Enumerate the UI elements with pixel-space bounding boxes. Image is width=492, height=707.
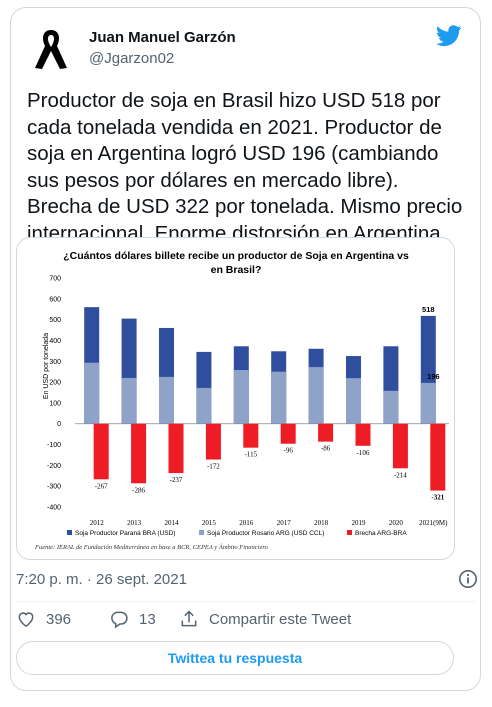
- y-tick-label: 600: [49, 296, 61, 303]
- twitter-bird-icon[interactable]: [436, 25, 462, 47]
- bar-arg: [196, 387, 212, 424]
- arg-last-data-label: 196: [427, 372, 440, 381]
- chart-title-line2: en Brasil?: [211, 264, 262, 276]
- x-tick-label: 2019: [352, 519, 367, 527]
- legend-swatch: [199, 530, 204, 535]
- legend-swatch: [67, 530, 72, 535]
- bar-arg: [233, 370, 249, 424]
- tweet-text: Productor de soja en Brasil hizo USD 518…: [27, 89, 463, 245]
- legend-label: Brecha ARG-BRA: [355, 530, 407, 537]
- gap-data-label: -214: [394, 471, 407, 479]
- tweet-timestamp[interactable]: 7:20 p. m. · 26 sept. 2021: [16, 571, 187, 588]
- legend-swatch: [347, 530, 352, 535]
- avatar[interactable]: [27, 26, 75, 74]
- share-button[interactable]: Compartir este Tweet: [179, 609, 351, 629]
- x-tick-label: 2014: [165, 519, 180, 527]
- gap-data-label: -115: [245, 451, 258, 459]
- y-tick-label: 400: [49, 338, 61, 345]
- legend-label: Soja Productor Rosario ARG (USD CCL): [207, 530, 324, 537]
- bar-arg: [159, 376, 174, 424]
- y-tick-label: 300: [49, 359, 61, 366]
- y-tick-label: -300: [47, 484, 61, 491]
- chart-ylabel: En USD por tonelada: [43, 333, 50, 399]
- gap-data-label: -172: [207, 463, 220, 471]
- chart: ¿Cuántos dólares billete recibe un produ…: [34, 250, 449, 551]
- gap-data-label: -96: [284, 447, 294, 455]
- author-handle[interactable]: @Jgarzon02: [89, 50, 175, 67]
- bar-arg: [346, 378, 361, 424]
- like-button[interactable]: 396: [16, 609, 71, 629]
- bar-gap: [131, 423, 147, 484]
- like-count: 396: [46, 610, 72, 628]
- gap-data-label: -106: [357, 449, 370, 457]
- bar-gap: [168, 423, 184, 474]
- gap-data-label: -286: [132, 486, 145, 494]
- x-tick-label: 2021(9M): [419, 519, 448, 527]
- gap-data-label: -237: [170, 476, 183, 484]
- bar-arg: [121, 377, 137, 424]
- y-tick-label: 700: [49, 276, 61, 283]
- heart-icon: [18, 612, 34, 627]
- reply-button[interactable]: Twittea tu respuesta: [16, 641, 454, 675]
- x-tick-label: 2013: [127, 519, 142, 527]
- bar-gap: [280, 423, 296, 444]
- x-tick-label: 2012: [90, 519, 105, 527]
- reply-bubble-icon: [111, 611, 128, 629]
- bar-arg: [271, 371, 287, 424]
- y-tick-label: -400: [47, 505, 61, 512]
- reply-count: 13: [139, 610, 156, 628]
- info-icon[interactable]: [458, 569, 478, 589]
- y-tick-label: 200: [49, 380, 61, 387]
- bar-gap: [355, 423, 371, 446]
- chart-title-line1: ¿Cuántos dólares billete recibe un produ…: [63, 250, 409, 262]
- bra-last-data-label: 518: [422, 305, 435, 314]
- bar-gap: [430, 423, 446, 491]
- bar-gap: [205, 423, 221, 460]
- author-name[interactable]: Juan Manuel Garzón: [89, 29, 236, 46]
- chart-source: Fuente: IERAL de Fundación Mediterránea …: [34, 543, 269, 551]
- y-tick-label: 100: [49, 400, 61, 407]
- black-mourning-ribbon-icon: [35, 30, 67, 69]
- y-tick-label: 500: [49, 317, 61, 324]
- bar-arg: [383, 390, 399, 424]
- bar-arg: [84, 362, 100, 424]
- reply-action-button[interactable]: 13: [109, 609, 156, 629]
- bar-gap: [392, 423, 408, 469]
- x-tick-label: 2017: [277, 519, 292, 527]
- x-tick-label: 2020: [389, 519, 404, 527]
- divider: [16, 601, 476, 602]
- x-tick-label: 2015: [202, 519, 217, 527]
- legend-label: Soja Productor Paraná BRA (USD): [75, 530, 175, 537]
- gap-data-label: -86: [321, 445, 331, 453]
- y-tick-label: 0: [57, 421, 61, 428]
- share-label: Compartir este Tweet: [209, 610, 352, 628]
- bar-gap: [93, 423, 109, 480]
- gap-data-label: -267: [95, 482, 108, 490]
- bar-arg: [420, 382, 436, 424]
- bar-gap: [243, 423, 259, 448]
- gap-data-label: -321: [431, 494, 444, 502]
- share-icon: [181, 610, 197, 627]
- x-tick-label: 2018: [314, 519, 329, 527]
- y-tick-label: -200: [47, 463, 61, 470]
- tweet-media-chart[interactable]: ¿Cuántos dólares billete recibe un produ…: [16, 237, 455, 560]
- y-tick-label: -100: [47, 442, 61, 449]
- x-tick-label: 2016: [239, 519, 254, 527]
- bar-gap: [318, 423, 334, 442]
- bar-arg: [308, 367, 324, 424]
